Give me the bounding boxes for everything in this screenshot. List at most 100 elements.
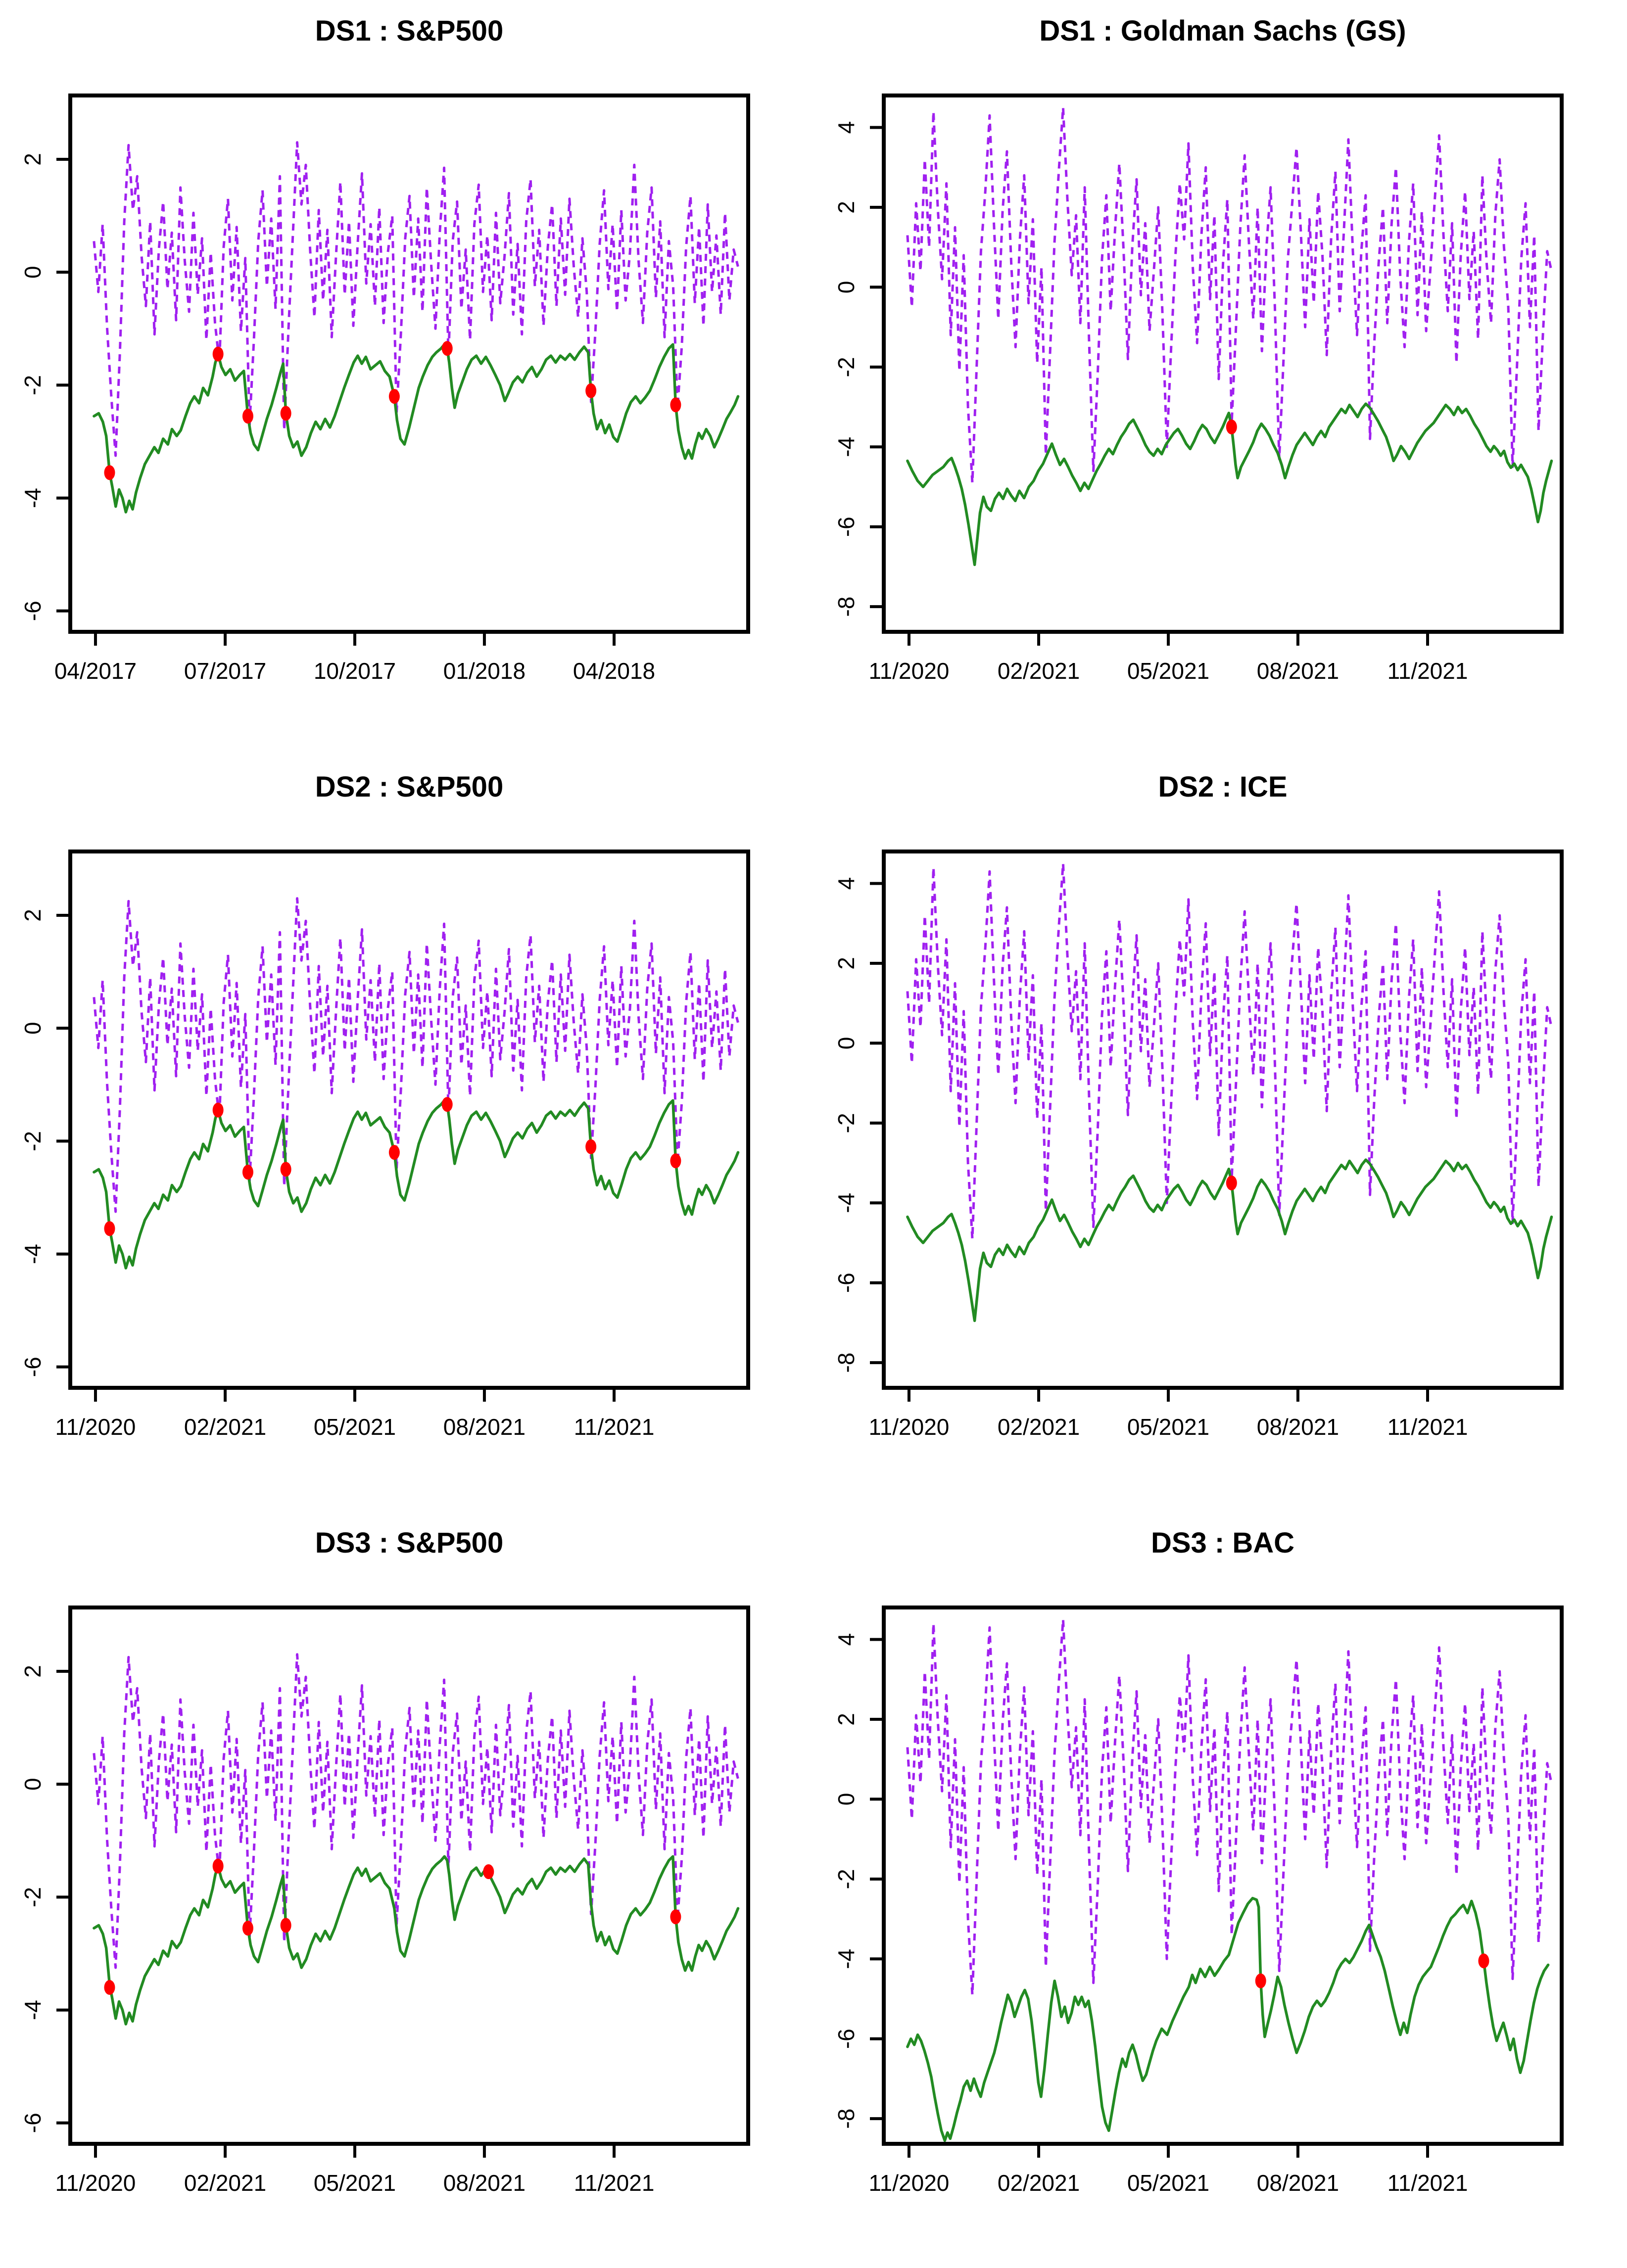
event-dot <box>212 346 224 362</box>
event-dot <box>388 389 400 404</box>
event-dot <box>280 1918 291 1933</box>
y-tick-label: -8 <box>833 1353 859 1373</box>
event-dot <box>104 1980 115 1995</box>
x-tick-label: 11/2020 <box>55 1414 136 1440</box>
y-tick-label: -2 <box>20 375 46 395</box>
x-tick-label: 11/2021 <box>1388 1414 1468 1440</box>
event-dot <box>1226 419 1237 434</box>
y-tick-label: -2 <box>20 1131 46 1151</box>
x-tick-label: 07/2017 <box>184 658 266 684</box>
plot-box <box>882 94 1564 634</box>
event-dot <box>441 341 453 356</box>
y-tick-label: 2 <box>833 957 859 970</box>
event-dot <box>280 1162 291 1177</box>
observed-series <box>906 402 1553 567</box>
panel-ds1-sp500: DS1 : S&P500 2 0 -2 -4 -6 04/2017 07/2017 10/20… <box>0 0 814 756</box>
event-dot <box>212 1858 224 1874</box>
plot-ds2-sp500: DS2 : S&P500 2 0 -2 -4 -6 11/2020 02/2021 05/20… <box>20 771 750 1440</box>
y-tick-label: 2 <box>20 909 46 922</box>
event-dot <box>1478 1953 1489 1969</box>
x-tick-label: 05/2021 <box>314 1414 396 1440</box>
y-tick-label: 4 <box>833 1633 859 1646</box>
y-tick-label: 0 <box>833 281 859 294</box>
y-tick-label: -6 <box>20 2113 46 2133</box>
x-tick-label: 11/2021 <box>1388 658 1468 684</box>
y-tick-label: -4 <box>833 1949 859 1969</box>
panel-ds3-sp500: DS3 : S&P500 2 0 -2 -4 -6 11/2020 02/2021 05/20… <box>0 1512 814 2268</box>
event-dot <box>1255 1973 1266 1988</box>
panel-title: DS1 : S&P500 <box>315 15 503 47</box>
event-dot <box>242 1165 253 1180</box>
y-tick-label: 0 <box>20 1022 46 1035</box>
forecast-series <box>906 862 1553 1240</box>
y-tick-label: -2 <box>20 1887 46 1907</box>
x-tick-label: 11/2020 <box>869 658 950 684</box>
x-tick-label: 08/2021 <box>1257 658 1339 684</box>
plot-box <box>68 1606 750 2146</box>
y-tick-label: 2 <box>833 201 859 214</box>
plot-ds1-sp500: DS1 : S&P500 2 0 -2 -4 -6 04/2017 07/2017 10/20… <box>20 15 750 684</box>
x-tick-label: 11/2020 <box>869 2170 950 2196</box>
x-tick-label: 02/2021 <box>998 658 1080 684</box>
x-tick-label: 01/2018 <box>443 658 526 684</box>
x-tick-label: 11/2020 <box>869 1414 950 1440</box>
event-dot <box>212 1102 224 1118</box>
x-tick-label: 11/2020 <box>55 2170 136 2196</box>
panel-title: DS2 : S&P500 <box>315 771 503 803</box>
y-tick-label: -2 <box>833 1869 859 1889</box>
observed-series <box>93 1099 740 1270</box>
x-tick-label: 05/2021 <box>314 2170 396 2196</box>
forecast-series <box>93 1653 739 1969</box>
y-tick-label: 4 <box>833 877 859 890</box>
y-tick-label: -4 <box>20 1244 46 1264</box>
event-dot <box>670 1909 681 1925</box>
x-tick-label: 02/2021 <box>998 1414 1080 1440</box>
x-tick-label: 05/2021 <box>1127 1414 1209 1440</box>
forecast-series <box>906 106 1553 484</box>
y-tick-label: -4 <box>833 437 859 457</box>
y-tick-label: -6 <box>833 2029 859 2049</box>
x-tick-label: 04/2018 <box>573 658 655 684</box>
plot-ds2-ice: DS2 : ICE 4 2 0 -2 -4 -6 -8 11/2020 02/2021 05/20… <box>833 771 1564 1440</box>
event-dot <box>242 1921 253 1936</box>
y-tick-label: -4 <box>20 2000 46 2020</box>
x-tick-label: 08/2021 <box>443 2170 526 2196</box>
y-tick-label: -8 <box>833 597 859 617</box>
x-tick-label: 02/2021 <box>184 2170 266 2196</box>
x-tick-label: 11/2021 <box>574 2170 655 2196</box>
panel-ds3-bac: DS3 : BAC 4 2 0 -2 -4 -6 -8 11/2020 02/2021 05/20… <box>814 1512 1627 2268</box>
x-tick-label: 08/2021 <box>443 1414 526 1440</box>
plot-box <box>882 1606 1564 2146</box>
event-dot <box>388 1145 400 1160</box>
panel-ds2-ice: DS2 : ICE 4 2 0 -2 -4 -6 -8 11/2020 02/2021 05/20… <box>814 756 1627 1512</box>
x-tick-label: 02/2021 <box>184 1414 266 1440</box>
x-tick-label: 05/2021 <box>1127 658 1209 684</box>
event-dot <box>280 406 291 421</box>
event-dot <box>670 397 681 413</box>
y-tick-label: -6 <box>20 601 46 621</box>
plot-box <box>882 850 1564 1390</box>
plot-ds3-bac: DS3 : BAC 4 2 0 -2 -4 -6 -8 11/2020 02/2021 05/20… <box>833 1527 1564 2196</box>
x-tick-label: 10/2017 <box>314 658 396 684</box>
y-tick-label: -8 <box>833 2109 859 2129</box>
y-tick-label: -4 <box>20 488 46 508</box>
y-tick-label: -2 <box>833 357 859 377</box>
plot-ds3-sp500: DS3 : S&P500 2 0 -2 -4 -6 11/2020 02/2021 05/20… <box>20 1527 750 2196</box>
event-dot <box>441 1097 453 1112</box>
x-tick-label: 11/2021 <box>574 1414 655 1440</box>
y-tick-label: 0 <box>833 1793 859 1806</box>
event-dot <box>1226 1175 1237 1190</box>
forecast-series <box>906 1618 1553 1996</box>
observed-series <box>906 1896 1550 2142</box>
y-tick-label: 0 <box>833 1037 859 1050</box>
y-tick-label: -6 <box>833 1273 859 1293</box>
panel-title: DS3 : S&P500 <box>315 1527 503 1559</box>
x-tick-label: 05/2021 <box>1127 2170 1209 2196</box>
observed-series <box>93 343 740 514</box>
event-dot <box>104 1221 115 1236</box>
forecast-series <box>93 897 739 1213</box>
observed-series <box>906 1158 1553 1323</box>
panel-title: DS3 : BAC <box>1151 1527 1294 1559</box>
y-tick-label: 2 <box>833 1713 859 1726</box>
